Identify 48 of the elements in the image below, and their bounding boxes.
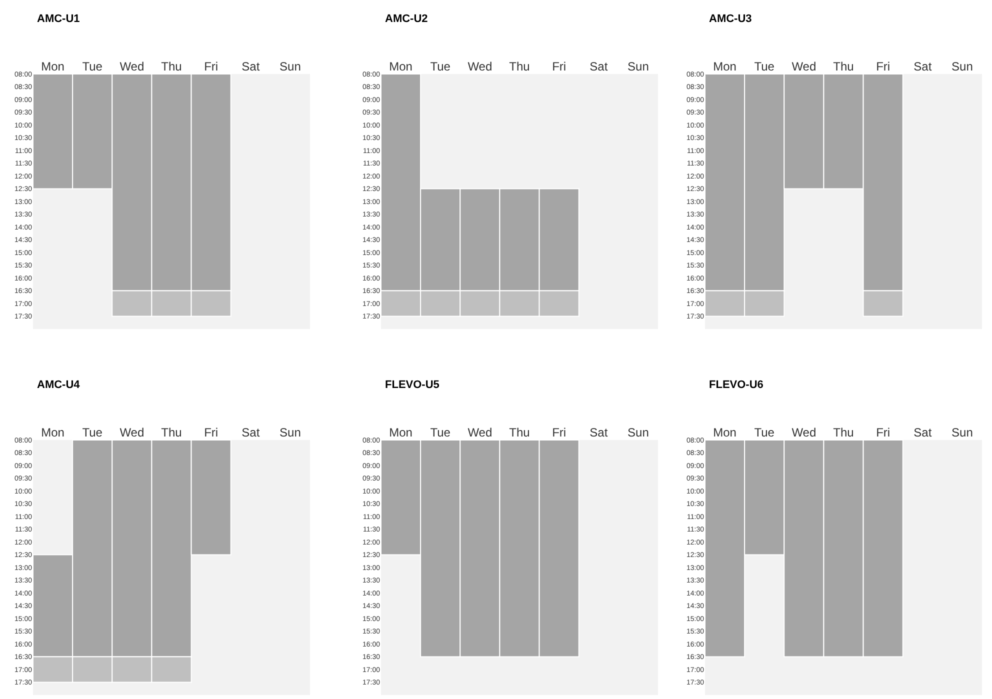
x-tick-label: Tue (82, 60, 103, 74)
x-tick-label: Wed (120, 60, 144, 74)
x-tick-label: Thu (161, 426, 182, 440)
x-tick-label: Sat (242, 60, 260, 74)
chart-title: FLEVO-U6 (709, 378, 764, 391)
x-tick-label: Thu (833, 426, 854, 440)
chart-title: AMC-U3 (709, 12, 752, 25)
x-tick-label: Tue (754, 426, 775, 440)
chart-title: AMC-U4 (37, 378, 81, 391)
x-tick-label: Sat (590, 60, 608, 74)
x-tick-label: Mon (713, 60, 736, 74)
x-tick-label: Fri (552, 426, 566, 440)
chart-title: FLEVO-U5 (385, 378, 440, 391)
x-tick-label: Sat (590, 426, 608, 440)
x-tick-label: Sun (280, 426, 301, 440)
x-tick-label: Wed (120, 426, 144, 440)
x-tick-label: Wed (468, 60, 492, 74)
x-tick-label: Sun (628, 60, 649, 74)
x-tick-label: Mon (41, 426, 64, 440)
x-tick-label: Tue (82, 426, 103, 440)
x-tick-label: Wed (792, 426, 816, 440)
x-tick-label: Mon (389, 60, 412, 74)
x-tick-label: Wed (792, 60, 816, 74)
x-tick-label: Tue (430, 426, 451, 440)
x-tick-label: Sun (280, 60, 301, 74)
x-tick-label: Tue (754, 60, 775, 74)
x-tick-label: Fri (204, 426, 218, 440)
x-tick-label: Tue (430, 60, 451, 74)
x-tick-label: Sat (242, 426, 260, 440)
x-tick-label: Thu (833, 60, 854, 74)
x-tick-label: Thu (509, 426, 530, 440)
x-tick-label: Sun (628, 426, 649, 440)
x-tick-label: Mon (41, 60, 64, 74)
x-tick-label: Mon (713, 426, 736, 440)
x-tick-label: Sun (952, 426, 973, 440)
chart-title: AMC-U1 (37, 12, 80, 25)
x-tick-label: Sat (914, 60, 932, 74)
x-tick-label: Mon (389, 426, 412, 440)
x-tick-label: Fri (876, 60, 890, 74)
chart-title: AMC-U2 (385, 12, 428, 25)
x-tick-label: Fri (552, 60, 566, 74)
x-tick-label: Thu (509, 60, 530, 74)
x-tick-label: Fri (876, 426, 890, 440)
x-tick-label: Thu (161, 60, 182, 74)
x-tick-label: Wed (468, 426, 492, 440)
x-tick-label: Sun (952, 60, 973, 74)
x-tick-label: Fri (204, 60, 218, 74)
x-tick-label: Sat (914, 426, 932, 440)
